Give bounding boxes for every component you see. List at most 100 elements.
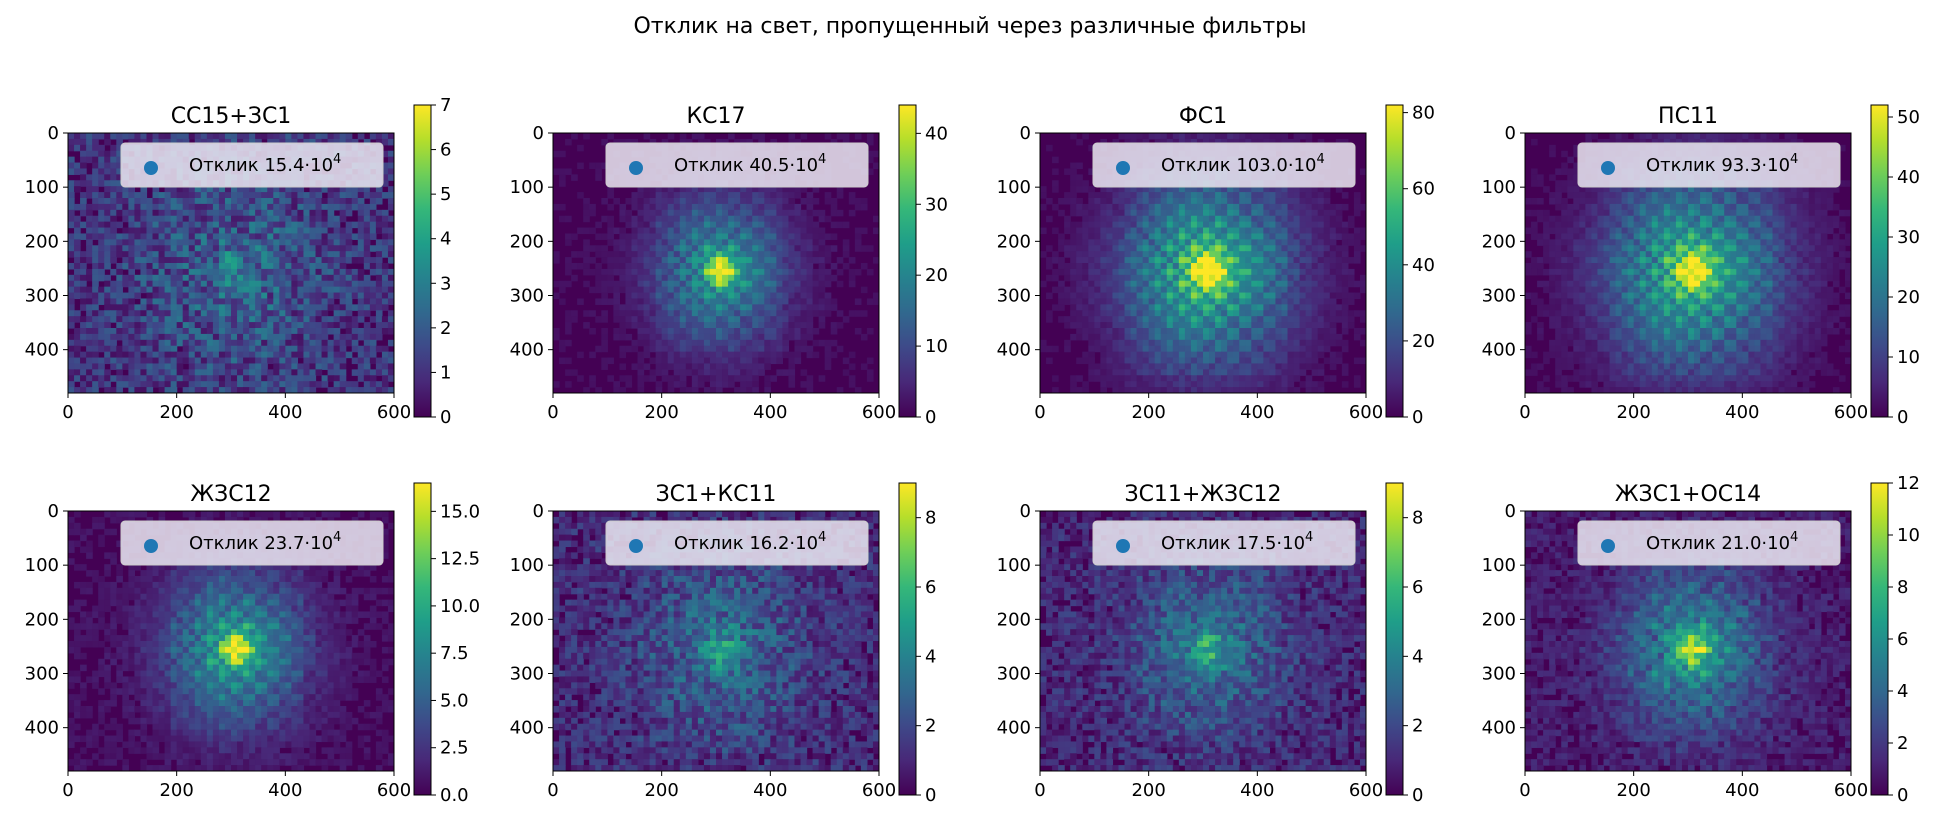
x-tick-label: 600 bbox=[1834, 402, 1868, 423]
y-tick-label: 200 bbox=[1482, 231, 1516, 252]
colorbar-tick-label: 10 bbox=[925, 336, 948, 357]
legend-marker bbox=[1116, 539, 1130, 553]
legend-multiply: · bbox=[304, 533, 310, 554]
y-tick-label: 300 bbox=[997, 286, 1031, 307]
legend-unit-base: 10 bbox=[1294, 155, 1317, 176]
legend-box bbox=[1577, 520, 1841, 566]
colorbar-tick-label: 4 bbox=[1412, 646, 1423, 667]
legend: Отклик 17.5·104 bbox=[1092, 520, 1356, 566]
x-tick-label: 400 bbox=[753, 402, 787, 423]
y-tick-label: 0 bbox=[533, 123, 544, 144]
legend-multiply: · bbox=[304, 155, 310, 176]
colorbar-tick-label: 8 bbox=[925, 508, 936, 529]
y-tick-label: 300 bbox=[25, 286, 59, 307]
axes-frame bbox=[67, 132, 395, 394]
y-tick-label: 0 bbox=[1505, 123, 1516, 144]
legend-unit-base: 10 bbox=[310, 533, 333, 554]
y-tick-label: 400 bbox=[1482, 718, 1516, 739]
x-tick-label: 0 bbox=[547, 780, 558, 801]
y-tick-label: 300 bbox=[25, 664, 59, 685]
legend-label-text: Отклик bbox=[1646, 533, 1721, 554]
colorbar-tick-label: 20 bbox=[1412, 331, 1435, 352]
colorbar-tick-label: 20 bbox=[925, 265, 948, 286]
legend-multiply: · bbox=[789, 155, 795, 176]
colorbar-tick-label: 2 bbox=[440, 318, 451, 339]
colorbar-tick-label: 30 bbox=[1897, 227, 1920, 248]
colorbar-tick-label: 0 bbox=[1412, 407, 1423, 428]
legend-box bbox=[120, 520, 384, 566]
y-tick-label: 100 bbox=[997, 177, 1031, 198]
colorbar-tick-label: 0 bbox=[925, 407, 936, 428]
x-tick-label: 400 bbox=[1725, 780, 1759, 801]
y-tick-label: 200 bbox=[510, 231, 544, 252]
legend-label: Отклик 16.2·104 bbox=[674, 530, 826, 554]
panel-title: СС15+ЗС1 bbox=[171, 104, 292, 129]
colorbar-tick-label: 40 bbox=[1412, 255, 1435, 276]
legend-value: 93.3 bbox=[1721, 155, 1761, 176]
colorbar-tick-label: 5 bbox=[440, 184, 451, 205]
colorbar-tick-label: 0 bbox=[1897, 785, 1908, 806]
axes-frame bbox=[552, 510, 880, 772]
x-tick-label: 400 bbox=[1240, 780, 1274, 801]
legend-unit-exp: 4 bbox=[818, 530, 826, 545]
legend: Отклик 15.4·104 bbox=[120, 142, 384, 188]
colorbar-tick-label: 10.0 bbox=[440, 596, 480, 617]
legend-marker bbox=[144, 161, 158, 175]
x-tick-label: 200 bbox=[1616, 780, 1650, 801]
colorbar bbox=[898, 104, 917, 418]
legend-multiply: · bbox=[789, 533, 795, 554]
legend-value: 40.5 bbox=[749, 155, 789, 176]
colorbar-tick-label: 0 bbox=[440, 407, 451, 428]
legend-value: 16.2 bbox=[749, 533, 789, 554]
legend-box bbox=[1577, 142, 1841, 188]
y-tick-label: 300 bbox=[510, 286, 544, 307]
y-tick-label: 0 bbox=[533, 501, 544, 522]
colorbar-tick-label: 30 bbox=[925, 194, 948, 215]
colorbar-tick-label: 7 bbox=[440, 95, 451, 116]
colorbar-tick-label: 10 bbox=[1897, 525, 1920, 546]
axes-frame bbox=[67, 510, 395, 772]
y-tick-label: 300 bbox=[1482, 286, 1516, 307]
y-tick-label: 100 bbox=[25, 555, 59, 576]
legend-label: Отклик 15.4·104 bbox=[189, 152, 341, 176]
x-tick-label: 400 bbox=[268, 402, 302, 423]
legend-label-text: Отклик bbox=[674, 155, 749, 176]
colorbar-tick-label: 6 bbox=[1412, 577, 1423, 598]
colorbar-tick-label: 12.5 bbox=[440, 549, 480, 570]
colorbar-tick-label: 8 bbox=[1412, 508, 1423, 529]
legend-box bbox=[605, 142, 869, 188]
legend-unit-base: 10 bbox=[795, 155, 818, 176]
panel-title: ЖЗС1+ОС14 bbox=[1615, 482, 1761, 507]
legend: Отклик 40.5·104 bbox=[605, 142, 869, 188]
x-tick-label: 600 bbox=[1349, 780, 1383, 801]
y-tick-label: 0 bbox=[48, 501, 59, 522]
x-tick-label: 0 bbox=[1519, 780, 1530, 801]
legend-unit-exp: 4 bbox=[1790, 152, 1798, 167]
y-tick-label: 100 bbox=[1482, 555, 1516, 576]
colorbar-tick-label: 6 bbox=[440, 140, 451, 161]
legend-unit-base: 10 bbox=[1767, 533, 1790, 554]
legend-multiply: · bbox=[1288, 155, 1294, 176]
x-tick-label: 0 bbox=[1034, 402, 1045, 423]
legend-label-text: Отклик bbox=[189, 533, 264, 554]
legend-value: 23.7 bbox=[264, 533, 304, 554]
legend-multiply: · bbox=[1276, 533, 1282, 554]
legend-value: 17.5 bbox=[1236, 533, 1276, 554]
y-tick-label: 300 bbox=[510, 664, 544, 685]
y-tick-label: 100 bbox=[510, 555, 544, 576]
legend: Отклик 93.3·104 bbox=[1577, 142, 1841, 188]
colorbar bbox=[413, 482, 432, 796]
colorbar-tick-label: 40 bbox=[1897, 167, 1920, 188]
x-tick-label: 600 bbox=[1349, 402, 1383, 423]
y-tick-label: 100 bbox=[510, 177, 544, 198]
y-tick-label: 0 bbox=[48, 123, 59, 144]
legend-multiply: · bbox=[1761, 155, 1767, 176]
x-tick-label: 600 bbox=[1834, 780, 1868, 801]
legend-box bbox=[605, 520, 869, 566]
y-tick-label: 200 bbox=[997, 231, 1031, 252]
legend-label: Отклик 103.0·104 bbox=[1161, 152, 1325, 176]
colorbar-tick-label: 60 bbox=[1412, 179, 1435, 200]
